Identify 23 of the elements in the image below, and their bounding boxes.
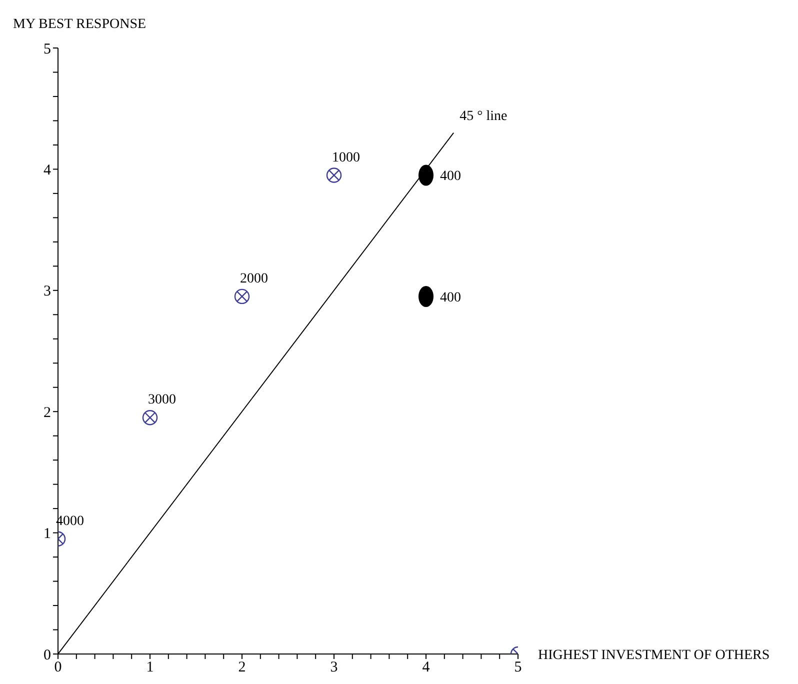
point: [142, 410, 158, 426]
y-tick-label: 2: [44, 404, 51, 421]
x-tick-label: 1: [146, 660, 154, 676]
x-tick-label: 4: [422, 660, 430, 676]
annotation: 45 ° line: [460, 108, 508, 124]
annotation: 400: [440, 290, 461, 306]
x-tick-label: 0: [54, 660, 62, 676]
y-tick-label: 5: [44, 41, 51, 58]
x-axis-title: HIGHEST INVESTMENT OF OTHERS: [538, 648, 770, 663]
y-tick-label: 1: [44, 526, 51, 542]
y-tick-label: 4: [44, 162, 52, 179]
annotation: 1000: [332, 150, 360, 166]
y-tick-label: 0: [44, 647, 51, 664]
annotation: 2000: [240, 271, 268, 286]
y-tick-label: 3: [44, 284, 51, 300]
x-tick-label: 3: [330, 660, 338, 676]
point: [326, 168, 342, 183]
point: [234, 288, 250, 304]
annotation: 400: [440, 169, 461, 184]
annotation: 3000: [148, 392, 176, 408]
y-axis-title: MY BEST RESPONSE: [13, 17, 146, 32]
x-tick-label: 2: [238, 660, 246, 676]
x-tick-label: 5: [514, 660, 522, 676]
